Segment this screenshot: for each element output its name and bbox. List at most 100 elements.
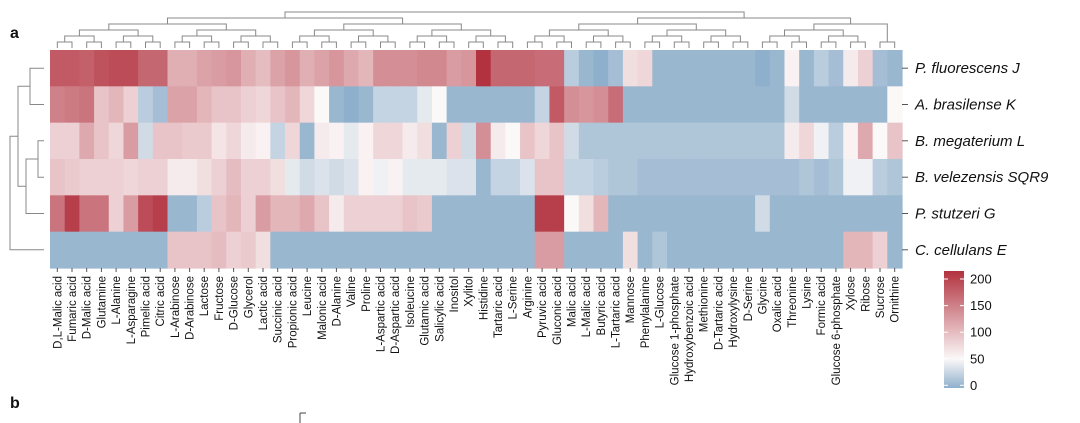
dendrogram-link xyxy=(358,35,389,42)
row-label: P. fluorescens J xyxy=(915,60,1020,77)
dendrogram-link xyxy=(343,23,462,30)
column-label: L-Serine xyxy=(508,276,520,319)
heatmap-cell xyxy=(711,159,727,196)
heatmap-cell xyxy=(211,50,227,87)
heatmap-cell xyxy=(373,159,389,196)
heatmap-cell xyxy=(358,159,374,196)
column-label: Fumaric acid xyxy=(67,276,79,342)
heatmap-cell xyxy=(255,231,271,269)
heatmap-cell xyxy=(476,195,492,233)
heatmap-cell xyxy=(446,231,462,269)
heatmap-cell xyxy=(211,122,227,160)
dendrogram-link xyxy=(475,35,506,42)
heatmap-cell xyxy=(696,86,712,124)
dendrogram-link xyxy=(181,35,213,42)
heatmap-cell xyxy=(402,159,418,196)
dendrogram-link xyxy=(299,35,330,42)
heatmap-cell xyxy=(534,50,551,87)
column-label: Pyruvic acid xyxy=(537,276,549,338)
heatmap-cell xyxy=(64,122,80,160)
dendrogram-link xyxy=(828,35,859,42)
column-label: L-Arabinose xyxy=(170,276,182,338)
column-label: Salicylic acid xyxy=(434,276,446,342)
heatmap-cell xyxy=(711,231,727,269)
heatmap-cell xyxy=(520,159,536,196)
column-label: Glycine xyxy=(757,276,769,314)
dendrogram-link xyxy=(673,41,690,48)
heatmap-cell xyxy=(490,159,506,196)
heatmap-cell xyxy=(784,86,800,124)
dendrogram-link xyxy=(791,41,807,48)
heatmap-cell xyxy=(534,231,551,269)
column-label: Histidine xyxy=(478,276,490,320)
dendrogram-link xyxy=(174,41,191,48)
heatmap-cell xyxy=(857,122,874,160)
heatmap-cell xyxy=(578,231,595,269)
heatmap-cell xyxy=(476,86,492,124)
dendrogram-link xyxy=(879,41,896,48)
heatmap-cell xyxy=(887,195,903,233)
heatmap-cell xyxy=(755,195,771,233)
dendrogram-link xyxy=(145,41,161,48)
heatmap-cell xyxy=(637,86,653,124)
dendrogram-link xyxy=(813,23,888,42)
column-label: Arginine xyxy=(522,276,534,318)
dendrogram-link xyxy=(233,41,249,48)
heatmap-cell xyxy=(182,231,198,269)
heatmap-cell xyxy=(182,86,198,124)
column-label: Fructose xyxy=(214,276,226,321)
heatmap-cell xyxy=(652,50,668,87)
heatmap-cell xyxy=(593,86,609,124)
column-label: Succinic acid xyxy=(273,276,285,343)
heatmap-cell xyxy=(622,195,639,233)
heatmap-cell xyxy=(94,195,110,233)
heatmap-cell xyxy=(123,159,139,196)
heatmap-cell xyxy=(226,231,242,269)
heatmap-cell xyxy=(314,195,330,233)
heatmap-cell xyxy=(681,50,697,87)
heatmap-cell xyxy=(123,50,139,87)
heatmap-cell xyxy=(549,231,565,269)
heatmap-cell xyxy=(152,122,169,160)
heatmap-cell xyxy=(872,86,888,124)
heatmap-cell xyxy=(769,159,786,196)
heatmap-cell xyxy=(240,159,257,196)
heatmap-cell xyxy=(226,195,242,233)
heatmap-cell xyxy=(299,159,316,196)
heatmap-cell xyxy=(490,195,506,233)
dendrogram-link xyxy=(526,41,543,48)
heatmap-cell xyxy=(784,50,800,87)
heatmap-cell xyxy=(417,159,433,196)
heatmap-cell xyxy=(505,86,521,124)
heatmap-cell xyxy=(637,122,653,160)
heatmap-cell xyxy=(285,122,301,160)
heatmap-cell xyxy=(740,86,756,124)
heatmap-cell xyxy=(182,50,198,87)
heatmap-cell xyxy=(872,231,888,269)
heatmap-cell xyxy=(387,159,404,196)
heatmap-cell xyxy=(167,159,183,196)
heatmap-cell xyxy=(608,159,624,196)
heatmap-cell xyxy=(182,195,198,233)
heatmap-cell xyxy=(196,86,213,124)
heatmap-cell xyxy=(652,159,668,196)
heatmap-cell xyxy=(534,122,551,160)
heatmap-cell xyxy=(666,159,683,196)
heatmap-cell xyxy=(725,122,742,160)
row-label: B. megaterium L xyxy=(915,133,1025,150)
heatmap-cell xyxy=(255,159,271,196)
heatmap-cell xyxy=(123,195,139,233)
column-label: D-Tartaric acid xyxy=(713,276,725,350)
heatmap-cell xyxy=(167,86,183,124)
heatmap-cell xyxy=(270,195,286,233)
heatmap-cell xyxy=(417,86,433,124)
heatmap-cell xyxy=(211,159,227,196)
heatmap-cell xyxy=(182,122,198,160)
heatmap-cell xyxy=(520,231,536,269)
dendrogram-link xyxy=(321,41,337,48)
heatmap-cell xyxy=(108,50,125,87)
heatmap-cell xyxy=(564,159,580,196)
heatmap-cell xyxy=(799,159,815,196)
dendrogram-link xyxy=(25,158,44,214)
heatmap-cell xyxy=(417,195,433,233)
